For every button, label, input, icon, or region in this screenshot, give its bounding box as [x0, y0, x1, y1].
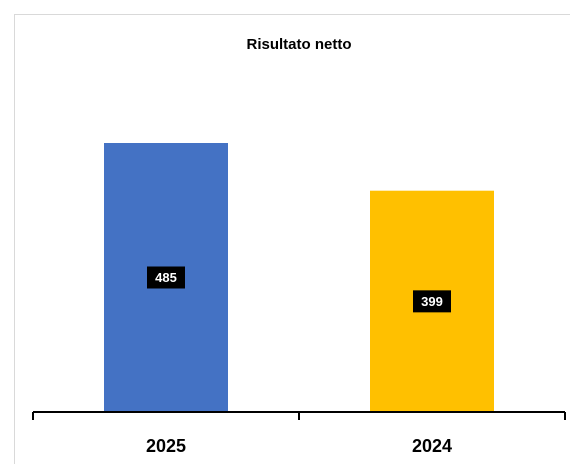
x-tick-label: 2024 — [412, 436, 452, 456]
data-label-box — [147, 266, 185, 289]
data-label: 399 — [421, 294, 443, 309]
data-label-box — [413, 290, 451, 313]
x-tick-label: 2025 — [146, 436, 186, 456]
data-label: 485 — [155, 270, 177, 285]
chart-title: Risultato netto — [247, 36, 352, 53]
